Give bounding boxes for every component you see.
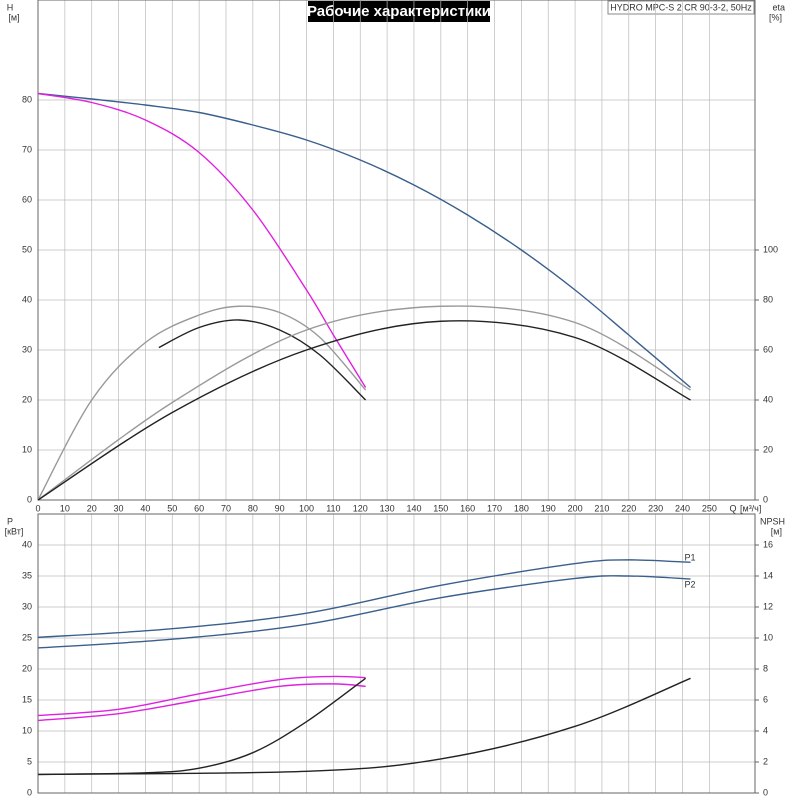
y2-tick-label: 6 (763, 694, 768, 704)
y-tick-label: 50 (22, 244, 32, 254)
y2-tick-label: 0 (763, 494, 768, 504)
y-tick-label: 15 (22, 694, 32, 704)
y2-tick-label: 2 (763, 756, 768, 766)
y2-axis-label: eta (772, 2, 785, 12)
y2-tick-label: 12 (763, 601, 773, 611)
x-tick-label: 40 (140, 503, 150, 513)
chart-title: Рабочие характеристики (307, 3, 491, 20)
x-tick-label: 50 (167, 503, 177, 513)
y-tick-label: 35 (22, 570, 32, 580)
y2-tick-label: 14 (763, 570, 773, 580)
y2-tick-label: 80 (763, 294, 773, 304)
title-box (308, 1, 490, 22)
x-tick-label: 190 (541, 503, 556, 513)
y-tick-label: 10 (22, 444, 32, 454)
y-tick-label: 30 (22, 344, 32, 354)
y-tick-label: 40 (22, 539, 32, 549)
y2-axis-unit: [м] (771, 526, 782, 536)
plot-frame (37, 513, 756, 794)
curve (37, 559, 691, 639)
subtitle-box (607, 0, 755, 15)
x-tick-label: 130 (380, 503, 395, 513)
curve (37, 320, 691, 501)
y2-tick-label: 16 (763, 539, 773, 549)
plot-frame (37, 0, 756, 501)
x-tick-label: 60 (194, 503, 204, 513)
y-tick-label: 40 (22, 294, 32, 304)
x-axis-label: Q (729, 503, 736, 513)
x-tick-label: 160 (460, 503, 475, 513)
x-tick-label: 70 (221, 503, 231, 513)
x-tick-label: 0 (35, 503, 40, 513)
y2-tick-label: 10 (763, 632, 773, 642)
curve (37, 683, 366, 722)
y2-tick-label: 8 (763, 663, 768, 673)
y2-tick-label: 0 (763, 787, 768, 797)
y-tick-label: 80 (22, 94, 32, 104)
y-tick-label: 30 (22, 601, 32, 611)
x-tick-label: 20 (87, 503, 97, 513)
y-tick-label: 60 (22, 194, 32, 204)
x-tick-label: 150 (433, 503, 448, 513)
y-tick-label: 10 (22, 725, 32, 735)
x-tick-label: 240 (675, 503, 690, 513)
curve (37, 575, 691, 649)
y-axis-label: P (7, 516, 13, 526)
y2-tick-label: 100 (763, 244, 778, 254)
y-tick-label: 5 (27, 756, 32, 766)
legend-label: P2 (685, 579, 696, 589)
y-axis-label: H (7, 2, 14, 12)
y-axis-unit: [м] (8, 12, 19, 22)
y-axis-unit: [кВт] (5, 526, 24, 536)
y2-axis-unit: [%] (769, 12, 782, 22)
y-tick-label: 0 (27, 787, 32, 797)
x-tick-label: 170 (487, 503, 502, 513)
x-tick-label: 80 (248, 503, 258, 513)
legend-label: P1 (685, 553, 696, 563)
x-tick-label: 10 (60, 503, 70, 513)
y2-tick-label: 60 (763, 344, 773, 354)
y-tick-label: 70 (22, 144, 32, 154)
curve (158, 319, 367, 401)
curve (37, 305, 691, 501)
curve (37, 675, 366, 717)
y2-tick-label: 4 (763, 725, 768, 735)
y2-axis-label: NPSH (760, 516, 785, 526)
x-tick-label: 230 (648, 503, 663, 513)
y-tick-label: 0 (27, 494, 32, 504)
curve (37, 92, 692, 389)
x-tick-label: 140 (406, 503, 421, 513)
curve (37, 677, 691, 776)
x-tick-label: 180 (514, 503, 529, 513)
y-tick-label: 25 (22, 632, 32, 642)
x-tick-label: 100 (299, 503, 314, 513)
x-tick-label: 30 (114, 503, 124, 513)
y-tick-label: 20 (22, 663, 32, 673)
subtitle: HYDRO MPC-S 2 CR 90-3-2, 50Hz (610, 2, 752, 12)
x-tick-label: 110 (326, 503, 340, 513)
x-tick-label: 250 (702, 503, 717, 513)
y-tick-label: 20 (22, 394, 32, 404)
x-tick-label: 90 (275, 503, 285, 513)
curve (37, 92, 367, 388)
x-tick-label: 200 (568, 503, 583, 513)
x-axis-unit: [м³/ч] (740, 503, 761, 513)
x-tick-label: 120 (353, 503, 368, 513)
y2-tick-label: 40 (763, 394, 773, 404)
x-tick-label: 220 (621, 503, 636, 513)
y2-tick-label: 20 (763, 444, 773, 454)
curve (37, 305, 367, 501)
x-tick-label: 210 (594, 503, 609, 513)
